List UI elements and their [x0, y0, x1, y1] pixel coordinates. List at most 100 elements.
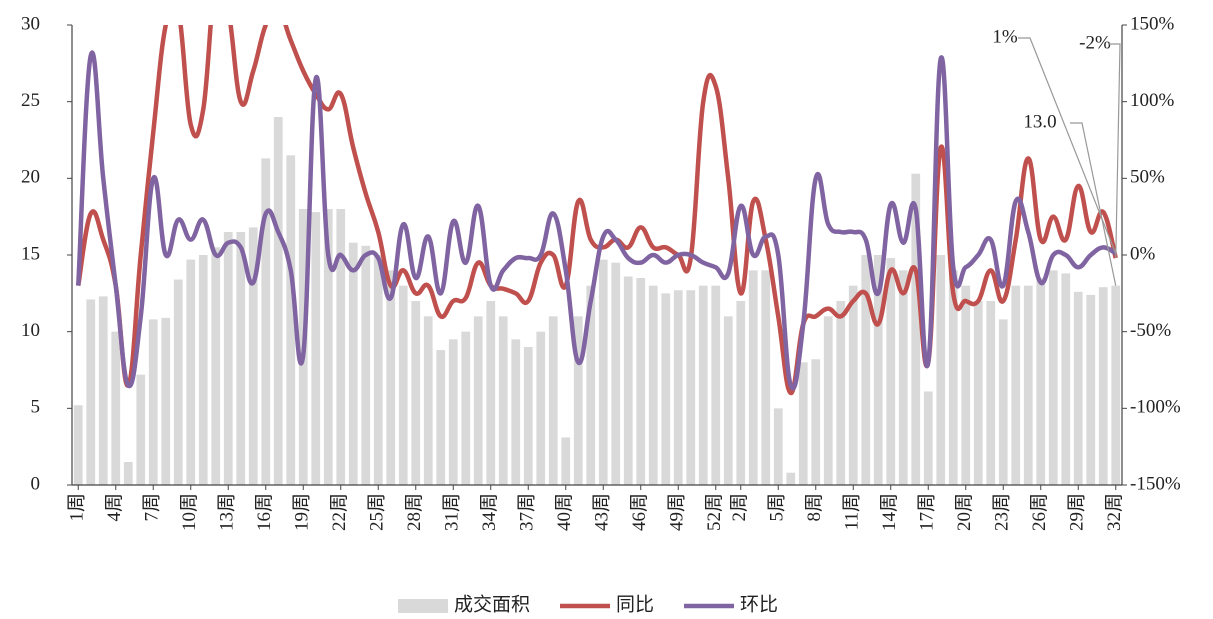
bar — [1061, 273, 1071, 485]
bar — [386, 270, 396, 485]
bar — [448, 339, 458, 485]
bar — [161, 317, 171, 485]
x-tick-label: 20周 — [954, 493, 975, 531]
bar — [561, 437, 571, 485]
bar — [148, 319, 158, 485]
x-tick-label: 13周 — [217, 493, 238, 531]
bar — [911, 173, 921, 485]
bar — [898, 270, 908, 485]
bar — [273, 117, 283, 485]
bar — [348, 242, 358, 485]
bar — [948, 270, 958, 485]
x-tick-label: 23周 — [992, 493, 1013, 531]
bar — [398, 285, 408, 485]
bar — [248, 227, 258, 485]
bar — [811, 359, 821, 485]
bar — [723, 316, 733, 485]
legend-label: 同比 — [616, 593, 654, 615]
bar — [861, 255, 871, 485]
annotation: 1% — [992, 26, 1018, 47]
bar — [611, 262, 621, 485]
x-tick-label: 2周 — [729, 493, 750, 522]
bar — [986, 301, 996, 485]
bar — [648, 285, 658, 485]
x-tick-label: 26周 — [1029, 493, 1050, 531]
bar — [786, 472, 796, 485]
bar — [598, 259, 608, 485]
bar — [186, 259, 196, 485]
bar — [1011, 285, 1021, 485]
y2-tick-label: 50% — [1130, 167, 1165, 188]
x-tick-label: 17周 — [917, 493, 938, 531]
bar — [711, 285, 721, 485]
leader-line — [1018, 37, 1117, 254]
bar — [286, 155, 296, 486]
x-tick-label: 16周 — [254, 493, 275, 531]
bar — [98, 296, 108, 485]
bar — [673, 290, 683, 485]
bar — [311, 212, 321, 486]
bar — [698, 285, 708, 485]
bar — [473, 316, 483, 485]
bar — [748, 270, 758, 485]
bar — [261, 158, 271, 485]
bar — [498, 316, 508, 485]
x-tick-label: 5周 — [767, 493, 788, 522]
bar — [198, 255, 208, 485]
bar — [1098, 287, 1108, 485]
bar — [411, 301, 421, 485]
legend-swatch — [398, 599, 448, 613]
bar — [86, 299, 96, 485]
bar — [136, 374, 146, 485]
y-tick-label: 20 — [21, 167, 40, 188]
bar — [661, 293, 671, 485]
leader-line — [1070, 122, 1117, 286]
bar — [586, 285, 596, 485]
x-tick-label: 31周 — [442, 493, 463, 531]
bar — [836, 301, 846, 485]
annotation: -2% — [1079, 32, 1111, 53]
x-tick-label: 32周 — [1104, 493, 1125, 531]
x-tick-label: 14周 — [879, 493, 900, 531]
y2-tick-label: -150% — [1130, 473, 1181, 494]
y2-tick-label: -100% — [1130, 397, 1181, 418]
bar — [323, 209, 333, 485]
x-tick-label: 49周 — [667, 493, 688, 531]
bar — [773, 408, 783, 485]
bar — [461, 331, 471, 485]
y-tick-label: 25 — [21, 90, 40, 111]
y-tick-label: 0 — [31, 473, 41, 494]
annotation: 13.0 — [1023, 111, 1056, 132]
bar — [111, 331, 121, 485]
line-layer — [76, 25, 1118, 396]
y2-tick-label: -50% — [1130, 320, 1171, 341]
y2-tick-label: 150% — [1130, 13, 1175, 34]
bar — [423, 316, 433, 485]
x-tick-label: 1周 — [67, 493, 88, 522]
bar — [486, 301, 496, 485]
y-tick-label: 30 — [21, 13, 40, 34]
bar — [361, 245, 371, 485]
bar — [736, 301, 746, 485]
line — [76, 25, 1118, 396]
bar — [511, 339, 521, 485]
x-tick-label: 7周 — [142, 493, 163, 522]
x-tick-label: 40周 — [554, 493, 575, 531]
y-tick-label: 15 — [21, 243, 40, 264]
bar — [998, 319, 1008, 485]
leader-line — [1108, 43, 1121, 259]
bar — [436, 350, 446, 485]
bar — [886, 258, 896, 485]
legend-label: 环比 — [740, 593, 778, 615]
x-tick-label: 46周 — [629, 493, 650, 531]
bar — [923, 391, 933, 485]
bar — [848, 285, 858, 485]
bar — [223, 232, 233, 485]
bar — [123, 462, 133, 485]
bar — [798, 362, 808, 485]
bar — [1073, 291, 1083, 485]
x-tick-label: 25周 — [367, 493, 388, 531]
bar — [1086, 294, 1096, 485]
bar — [73, 405, 83, 485]
